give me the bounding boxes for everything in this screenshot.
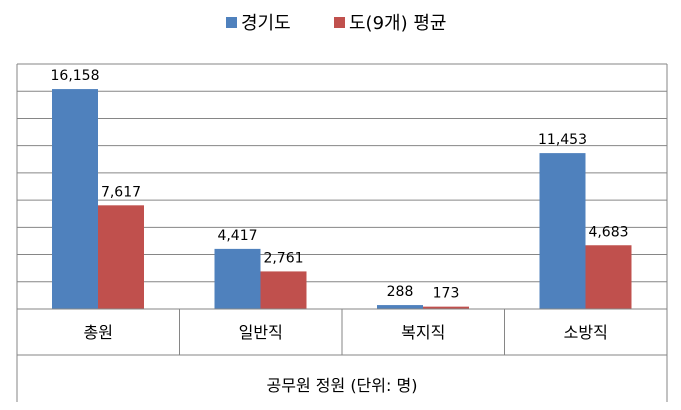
bar-province-average [98, 205, 144, 309]
bars [52, 89, 632, 310]
x-axis-title: 공무원 정원 (단위: 명) [267, 376, 418, 395]
data-label-province-average: 4,683 [588, 224, 628, 240]
data-label-gyeonggi: 11,453 [538, 132, 587, 148]
data-label-gyeonggi: 288 [387, 284, 414, 300]
bar-gyeonggi [377, 305, 423, 309]
bar-province-average [423, 306, 469, 309]
data-labels: 16,158 4,417 288 11,453 7,617 2,761 173 4,683 [51, 68, 629, 302]
data-label-province-average: 7,617 [101, 184, 141, 200]
legend-label-province-average: 도(9개) 평균 [349, 13, 446, 34]
data-label-gyeonggi: 4,417 [217, 228, 257, 244]
category-labels: 총원 일반직 복지직 소방직 [84, 323, 608, 342]
data-label-province-average: 2,761 [263, 250, 303, 266]
legend-swatch-gyeonggi [226, 17, 237, 28]
category-label: 복지직 [401, 323, 445, 342]
bar-province-average [585, 245, 632, 309]
bar-province-average [260, 271, 307, 309]
bar-gyeonggi [214, 248, 261, 309]
category-label: 일반직 [239, 323, 283, 342]
category-label: 소방직 [564, 323, 608, 342]
axes [16, 64, 668, 402]
bar-gyeonggi [52, 89, 98, 310]
legend-swatch-province-average [334, 17, 345, 28]
legend-label-gyeonggi: 경기도 [241, 13, 291, 34]
data-label-province-average: 173 [433, 286, 460, 302]
data-label-gyeonggi: 16,158 [51, 68, 100, 84]
category-label: 총원 [84, 323, 113, 342]
legend: 경기도 도(9개) 평균 [226, 13, 446, 34]
bar-gyeonggi [539, 153, 586, 309]
